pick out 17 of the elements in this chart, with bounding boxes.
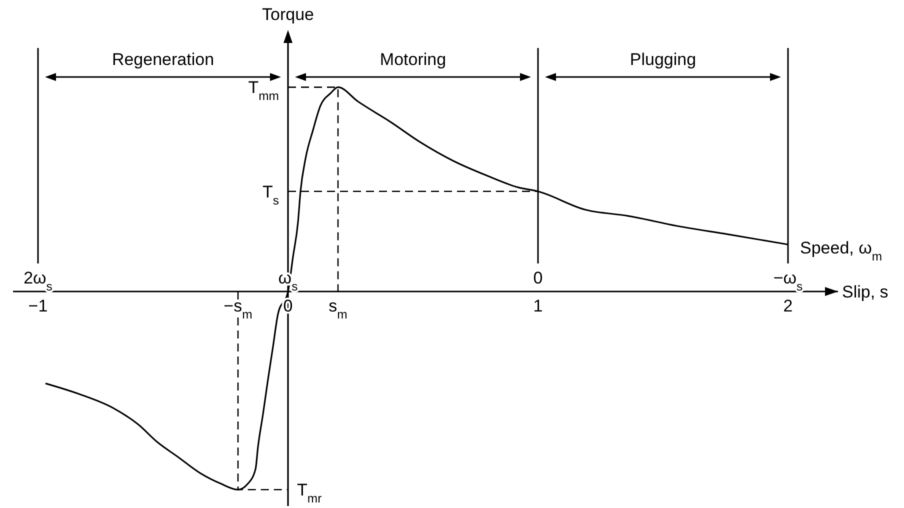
x-tick-label: s$_{m}$ xyxy=(328,296,348,322)
x2-tick-label: −ω$_{s}$ xyxy=(773,268,803,294)
annotation: T$_{s}$ xyxy=(262,182,279,208)
annotation: T$_{mr}$ xyxy=(297,480,322,506)
annotation: T$_{mm}$ xyxy=(248,78,279,104)
y-axis-title: Torque xyxy=(262,5,314,24)
x-tick-label: 2 xyxy=(783,296,793,316)
x-tick-label: 1 xyxy=(533,296,543,316)
x2-tick-label: 0 xyxy=(533,268,543,288)
x-axis-title: Slip, s xyxy=(842,282,888,302)
text: Plugging xyxy=(630,50,696,69)
text: Motoring xyxy=(380,50,446,69)
text: Regeneration xyxy=(112,50,214,69)
x2-axis-title: Speed, ω$_{m}$ xyxy=(800,238,882,264)
x2-tick-label: 2ω$_{s}$ xyxy=(24,268,52,294)
x-tick-label: −s$_{m}$ xyxy=(224,296,252,322)
x-tick-label: −1 xyxy=(28,296,48,316)
